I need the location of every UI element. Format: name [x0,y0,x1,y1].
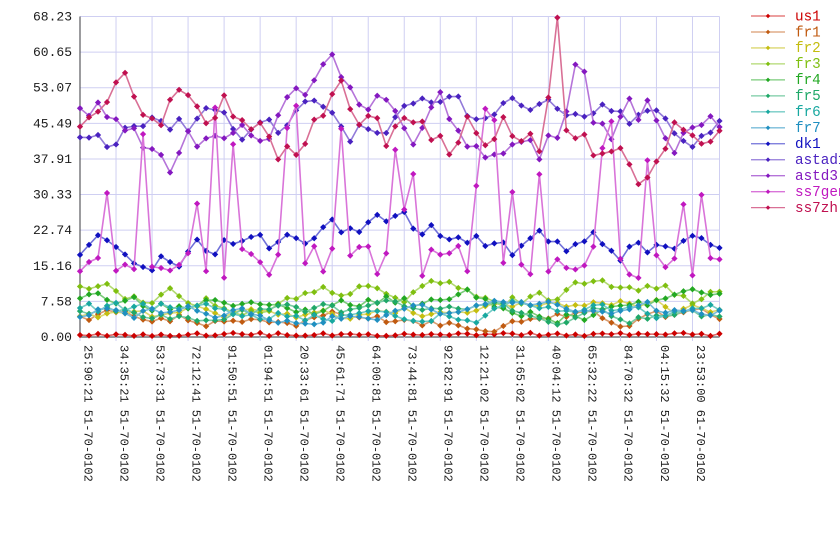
svg-text:astad1: astad1 [795,153,840,169]
svg-text:68.23: 68.23 [33,10,72,25]
svg-text:84:70:32 51-70-0102: 84:70:32 51-70-0102 [621,345,635,482]
svg-text:dk1: dk1 [795,137,821,153]
svg-text:7.58: 7.58 [41,294,72,309]
svg-text:20:33:61 51-70-0102: 20:33:61 51-70-0102 [297,345,311,482]
svg-text:45:61:71 51-70-0102: 45:61:71 51-70-0102 [333,345,347,482]
svg-text:12:21:02 51-70-0102: 12:21:02 51-70-0102 [477,345,491,482]
svg-text:fr3: fr3 [795,57,821,73]
svg-text:fr5: fr5 [795,89,821,105]
svg-text:72:12:41 51-70-0102: 72:12:41 51-70-0102 [188,345,202,482]
svg-text:01:94:51 51-70-0102: 01:94:51 51-70-0102 [260,345,274,482]
svg-text:22.74: 22.74 [33,223,72,238]
svg-text:fr4: fr4 [795,73,821,89]
svg-text:60.65: 60.65 [33,45,72,60]
svg-text:53:73:31 51-70-0102: 53:73:31 51-70-0102 [152,345,166,482]
svg-text:04:15:32 51-70-0102: 04:15:32 51-70-0102 [657,345,671,482]
svg-text:0.00: 0.00 [41,330,72,345]
svg-text:astd3: astd3 [795,169,838,185]
svg-text:40:04:12 51-70-0102: 40:04:12 51-70-0102 [549,345,563,482]
svg-text:fr1: fr1 [795,25,821,41]
svg-text:45.49: 45.49 [33,116,72,131]
svg-text:fr6: fr6 [795,105,821,121]
svg-text:34:35:21 51-70-0102: 34:35:21 51-70-0102 [116,345,130,482]
svg-text:37.91: 37.91 [33,152,72,167]
svg-text:30.33: 30.33 [33,188,72,203]
svg-text:65:32:22 51-70-0102: 65:32:22 51-70-0102 [585,345,599,482]
svg-text:53.07: 53.07 [33,81,72,96]
svg-text:23:53:00 61-70-0102: 23:53:00 61-70-0102 [693,345,707,482]
svg-text:fr7: fr7 [795,121,821,137]
svg-text:91:50:51 51-70-0102: 91:50:51 51-70-0102 [224,345,238,482]
svg-text:us1: us1 [795,9,821,25]
svg-text:73:44:81 51-70-0102: 73:44:81 51-70-0102 [405,345,419,482]
svg-text:fr2: fr2 [795,41,821,57]
svg-text:25:90:21 51-70-0102: 25:90:21 51-70-0102 [80,345,94,482]
svg-text:31:65:02 51-70-0102: 31:65:02 51-70-0102 [513,345,527,482]
svg-text:ss7gen: ss7gen [795,185,840,201]
svg-text:64:00:81 51-70-0102: 64:00:81 51-70-0102 [369,345,383,482]
svg-text:15.16: 15.16 [33,259,72,274]
svg-text:92:82:91 51-70-0102: 92:82:91 51-70-0102 [441,345,455,482]
svg-text:ss7zh: ss7zh [795,201,838,217]
